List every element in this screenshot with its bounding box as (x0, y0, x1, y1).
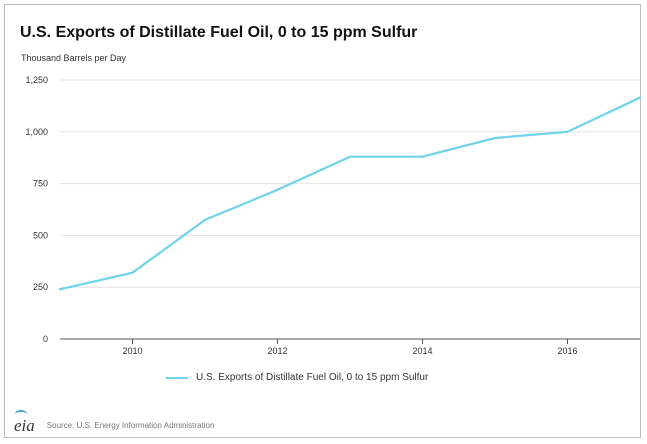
series-lines (58, 96, 642, 291)
chart-frame (4, 4, 641, 438)
data-point (58, 288, 62, 291)
eia-logo-text: eia (14, 416, 35, 435)
chart-title: U.S. Exports of Distillate Fuel Oil, 0 t… (20, 24, 418, 41)
x-tick-label: 2012 (267, 346, 287, 356)
y-axis-ticks: 0 250 500 750 1,000 1,250 (25, 75, 48, 344)
y-tick-label: 1,250 (25, 75, 48, 85)
data-point (203, 218, 207, 222)
x-tick-label: 2016 (557, 346, 577, 356)
data-point (276, 188, 279, 192)
series-line (58, 96, 642, 291)
footer: eia Source: U.S. Energy Information Admi… (14, 410, 215, 435)
x-axis: 2010 2012 2014 2016 (60, 338, 640, 356)
y-tick-label: 750 (33, 179, 48, 189)
gridlines (60, 79, 640, 288)
data-point (421, 155, 424, 158)
legend: U.S. Exports of Distillate Fuel Oil, 0 t… (166, 372, 428, 383)
data-point (493, 136, 497, 140)
legend-swatch (166, 376, 188, 379)
data-point (566, 130, 569, 133)
source-note: Source: U.S. Energy Information Administ… (46, 421, 215, 430)
eia-logo-arc-icon (15, 410, 27, 418)
y-tick-label: 250 (33, 282, 48, 292)
x-tick-label: 2010 (122, 346, 142, 356)
y-axis-unit-label: Thousand Barrels per Day (21, 53, 127, 63)
data-point (348, 155, 352, 158)
x-tick-label: 2014 (412, 346, 432, 356)
y-tick-label: 0 (43, 334, 48, 344)
data-point (638, 96, 642, 99)
y-tick-label: 1,000 (25, 127, 48, 137)
y-tick-label: 500 (33, 230, 48, 240)
legend-label: U.S. Exports of Distillate Fuel Oil, 0 t… (196, 372, 429, 383)
eia-logo: eia (14, 410, 35, 435)
data-point (131, 271, 134, 274)
